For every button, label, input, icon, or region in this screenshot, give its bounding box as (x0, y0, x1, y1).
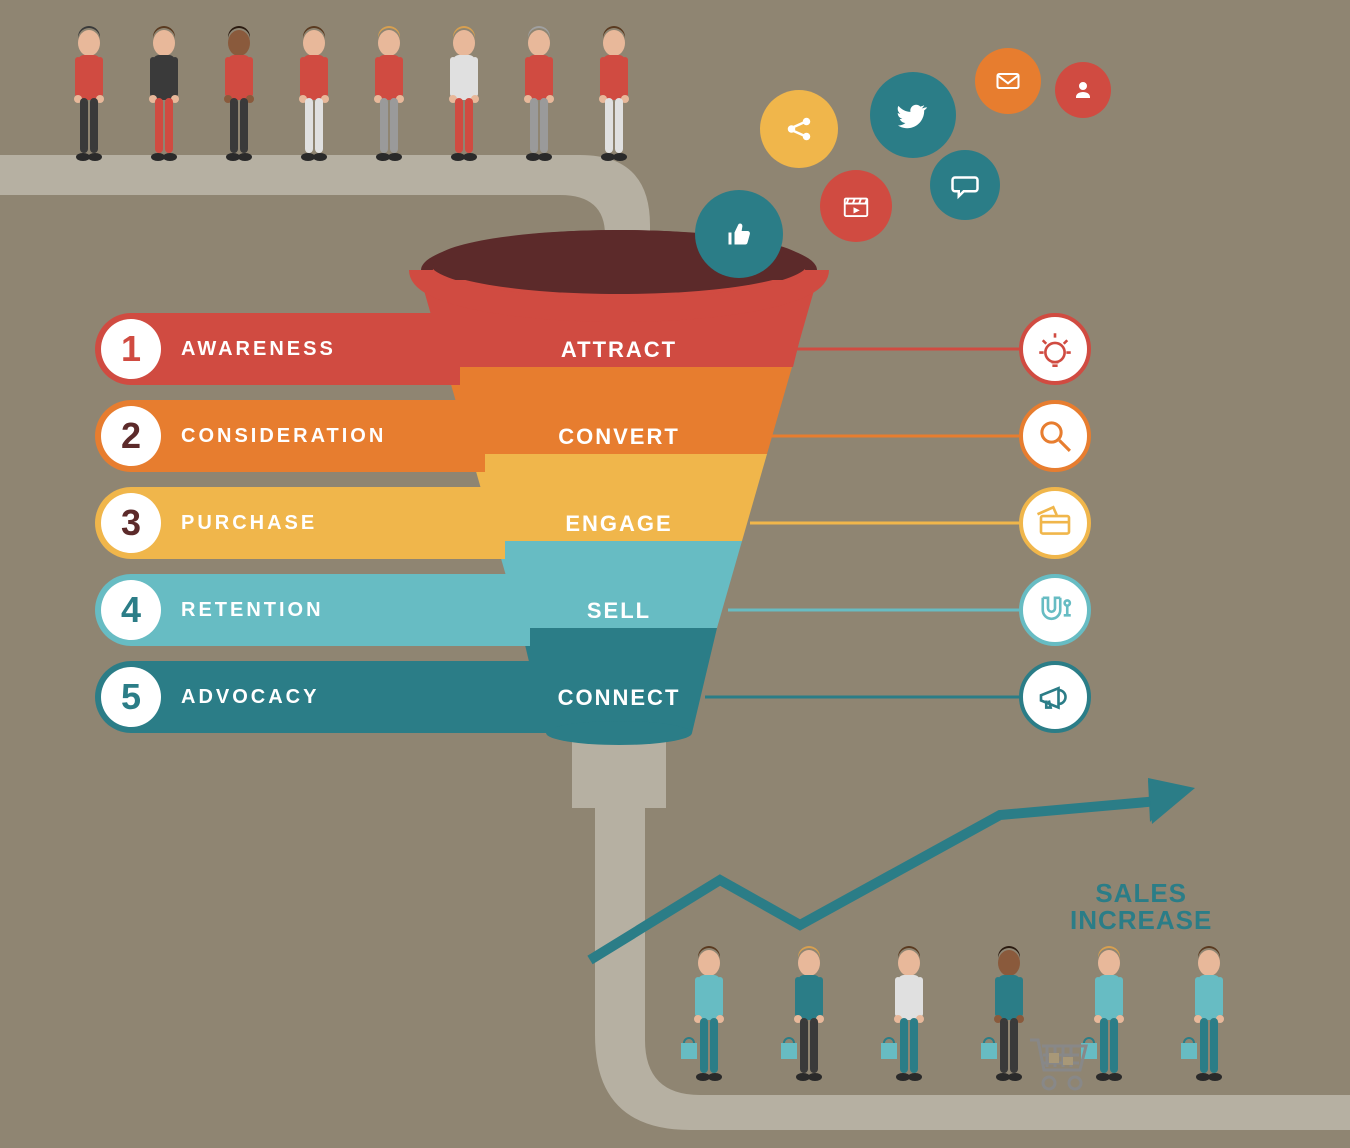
stage-label-5: ADVOCACY (181, 686, 319, 709)
stage-bar-1: 1 AWARENESS (95, 313, 460, 385)
social-thumb-icon (695, 190, 783, 278)
person-top-1 (65, 25, 115, 175)
stage-label-4: RETENTION (181, 599, 324, 622)
stage-number-3: 3 (101, 493, 161, 553)
person-top-2 (140, 25, 190, 175)
social-chat-icon (930, 150, 1000, 220)
stage-bar-4: 4 RETENTION (95, 574, 530, 646)
stage-icon-search (1019, 400, 1091, 472)
person-top-4 (290, 25, 340, 175)
sales-line1: SALES (1070, 880, 1212, 907)
funnel-label-5: CONNECT (469, 685, 769, 711)
stage-number-1: 1 (101, 319, 161, 379)
person-top-5 (365, 25, 415, 175)
person-top-8 (590, 25, 640, 175)
stage-number-2: 2 (101, 406, 161, 466)
social-mail-icon (975, 48, 1041, 114)
funnel-label-3: ENGAGE (469, 511, 769, 537)
infographic-root: 1 AWARENESS 2 CONSIDERATION 3 PURCHASE 4… (0, 0, 1350, 1148)
person-bottom-6 (1185, 945, 1235, 1095)
sales-increase-label: SALES INCREASE (1070, 880, 1212, 935)
stage-icon-megaphone (1019, 661, 1091, 733)
person-bottom-3 (885, 945, 935, 1095)
stage-icon-idea (1019, 313, 1091, 385)
stage-label-1: AWARENESS (181, 338, 336, 361)
social-user-icon (1055, 62, 1111, 118)
stage-icon-magnet (1019, 574, 1091, 646)
stage-label-3: PURCHASE (181, 512, 317, 535)
funnel-label-2: CONVERT (469, 424, 769, 450)
funnel-label-1: ATTRACT (469, 337, 769, 363)
social-bird-icon (870, 72, 956, 158)
shopping-cart-icon (1025, 1035, 1095, 1095)
person-bottom-2 (785, 945, 835, 1095)
stage-number-4: 4 (101, 580, 161, 640)
funnel-label-4: SELL (469, 598, 769, 624)
sales-line2: INCREASE (1070, 907, 1212, 934)
stage-bar-3: 3 PURCHASE (95, 487, 505, 559)
person-top-7 (515, 25, 565, 175)
social-share-icon (760, 90, 838, 168)
stage-number-5: 5 (101, 667, 161, 727)
person-top-6 (440, 25, 490, 175)
stage-label-2: CONSIDERATION (181, 425, 386, 448)
social-video-icon (820, 170, 892, 242)
person-top-3 (215, 25, 265, 175)
person-bottom-1 (685, 945, 735, 1095)
stage-icon-card (1019, 487, 1091, 559)
stage-bar-2: 2 CONSIDERATION (95, 400, 485, 472)
